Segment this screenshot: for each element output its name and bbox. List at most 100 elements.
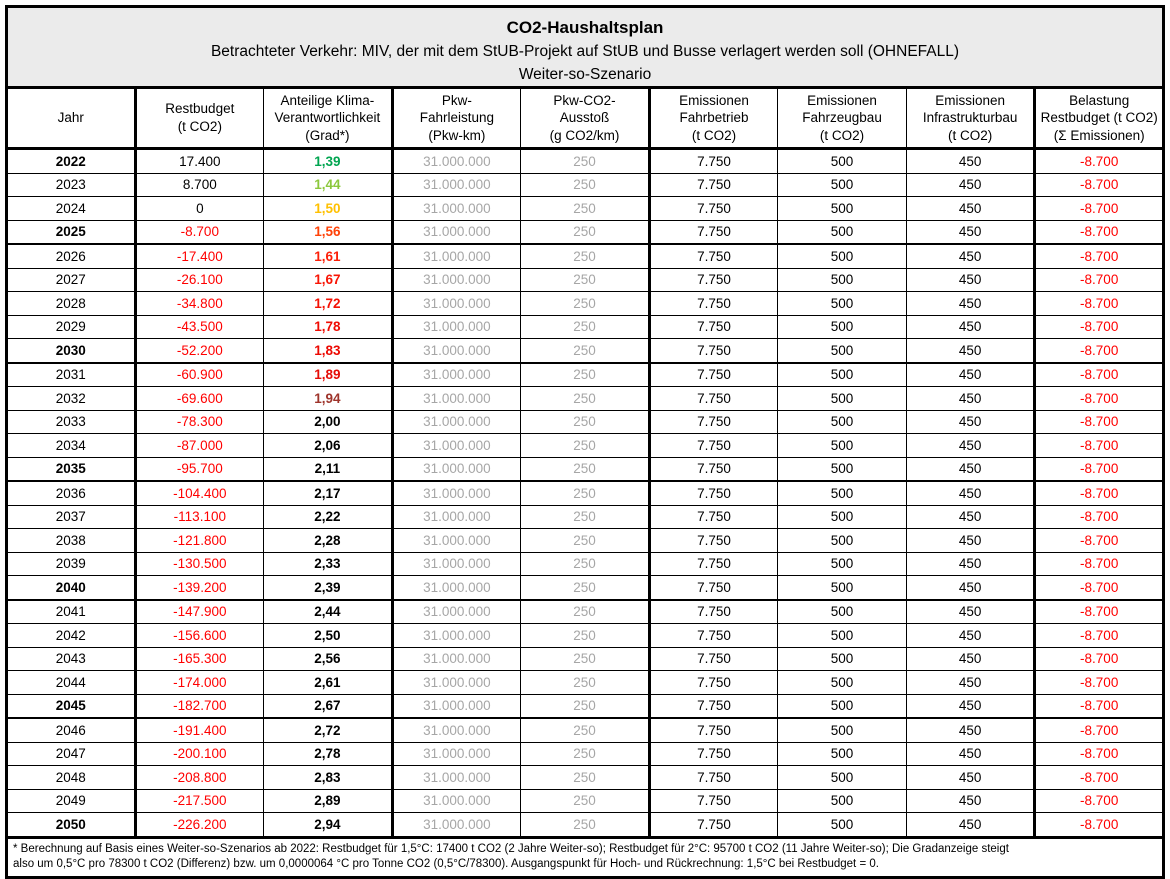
cell-jahr: 2024	[6, 196, 137, 221]
cell-fahrbetrieb: 7.750	[648, 409, 779, 434]
cell-jahr: 2029	[6, 314, 137, 339]
cell-fahrzeugbau: 500	[777, 598, 907, 624]
cell-infrastrukturbau: 450	[905, 267, 1037, 292]
col-header-fahrleistung: Pkw- Fahrleistung (Pkw-km)	[391, 87, 522, 150]
cell-fahrzeugbau: 500	[777, 409, 907, 434]
cell-infrastrukturbau: 450	[905, 765, 1037, 790]
cell-grad: 2,44	[263, 598, 394, 624]
cell-belastung: -8.700	[1034, 693, 1164, 719]
cell-jahr: 2028	[6, 291, 137, 316]
cell-fahrleistung: 31.000.000	[391, 598, 522, 624]
cell-fahrleistung: 31.000.000	[391, 361, 522, 387]
cell-jahr: 2037	[6, 504, 137, 529]
cell-belastung: -8.700	[1034, 598, 1164, 624]
cell-jahr: 2025	[6, 219, 137, 245]
page-title: CO2-Haushaltsplan	[506, 17, 664, 37]
cell-restbudget: -43.500	[134, 314, 265, 339]
cell-belastung: -8.700	[1034, 528, 1164, 553]
cell-fahrleistung: 31.000.000	[391, 338, 522, 363]
cell-restbudget: -8.700	[134, 219, 265, 245]
col-header-restbudget: Restbudget (t CO2)	[134, 87, 265, 150]
cell-belastung: -8.700	[1034, 504, 1164, 529]
cell-ausstoss: 250	[520, 172, 651, 197]
cell-ausstoss: 250	[520, 812, 651, 838]
cell-fahrzeugbau: 500	[777, 788, 907, 813]
cell-grad: 1,50	[263, 196, 394, 221]
cell-ausstoss: 250	[520, 267, 651, 292]
cell-fahrzeugbau: 500	[777, 314, 907, 339]
cell-infrastrukturbau: 450	[905, 575, 1037, 600]
cell-belastung: -8.700	[1034, 670, 1164, 695]
cell-restbudget: -95.700	[134, 456, 265, 482]
cell-fahrleistung: 31.000.000	[391, 314, 522, 339]
cell-fahrbetrieb: 7.750	[648, 575, 779, 600]
cell-fahrleistung: 31.000.000	[391, 219, 522, 245]
cell-fahrleistung: 31.000.000	[391, 267, 522, 292]
cell-jahr: 2032	[6, 386, 137, 411]
cell-infrastrukturbau: 450	[905, 148, 1037, 174]
cell-restbudget: -139.200	[134, 575, 265, 600]
cell-fahrleistung: 31.000.000	[391, 148, 522, 174]
cell-fahrbetrieb: 7.750	[648, 433, 779, 458]
cell-grad: 2,28	[263, 528, 394, 553]
cell-restbudget: -78.300	[134, 409, 265, 434]
cell-fahrbetrieb: 7.750	[648, 528, 779, 553]
cell-fahrzeugbau: 500	[777, 765, 907, 790]
cell-jahr: 2042	[6, 623, 137, 648]
cell-grad: 1,72	[263, 291, 394, 316]
cell-fahrzeugbau: 500	[777, 243, 907, 269]
table-head: CO2-Haushaltsplan Betrachteter Verkehr: …	[6, 6, 1164, 150]
cell-belastung: -8.700	[1034, 291, 1164, 316]
cell-grad: 2,50	[263, 623, 394, 648]
cell-jahr: 2038	[6, 528, 137, 553]
cell-jahr: 2048	[6, 765, 137, 790]
cell-ausstoss: 250	[520, 433, 651, 458]
cell-fahrleistung: 31.000.000	[391, 765, 522, 790]
cell-ausstoss: 250	[520, 196, 651, 221]
table-body: 2022 17.400 1,39 31.000.000 250 7.750 500 450 -8…	[6, 148, 1164, 838]
cell-restbudget: -147.900	[134, 598, 265, 624]
cell-restbudget: 0	[134, 196, 265, 221]
cell-belastung: -8.700	[1034, 267, 1164, 292]
cell-restbudget: -113.100	[134, 504, 265, 529]
cell-fahrzeugbau: 500	[777, 646, 907, 671]
cell-fahrleistung: 31.000.000	[391, 788, 522, 813]
table-row: 2047 -200.100 2,78 31.000.000 250 7.750 500 450…	[6, 741, 1164, 766]
cell-ausstoss: 250	[520, 598, 651, 624]
cell-ausstoss: 250	[520, 409, 651, 434]
cell-infrastrukturbau: 450	[905, 196, 1037, 221]
cell-restbudget: -165.300	[134, 646, 265, 671]
cell-fahrbetrieb: 7.750	[648, 338, 779, 363]
cell-fahrbetrieb: 7.750	[648, 741, 779, 766]
cell-ausstoss: 250	[520, 219, 651, 245]
cell-ausstoss: 250	[520, 386, 651, 411]
cell-grad: 2,06	[263, 433, 394, 458]
cell-restbudget: -60.900	[134, 361, 265, 387]
cell-ausstoss: 250	[520, 456, 651, 482]
cell-fahrbetrieb: 7.750	[648, 148, 779, 174]
cell-belastung: -8.700	[1034, 741, 1164, 766]
cell-restbudget: -26.100	[134, 267, 265, 292]
cell-grad: 1,94	[263, 386, 394, 411]
cell-belastung: -8.700	[1034, 812, 1164, 838]
cell-fahrbetrieb: 7.750	[648, 812, 779, 838]
cell-restbudget: -208.800	[134, 765, 265, 790]
cell-fahrleistung: 31.000.000	[391, 741, 522, 766]
cell-restbudget: -182.700	[134, 693, 265, 719]
table-row: 2031 -60.900 1,89 31.000.000 250 7.750 500 450-…	[6, 361, 1164, 387]
cell-fahrzeugbau: 500	[777, 480, 907, 506]
table-row: 2025 -8.700 1,56 31.000.000 250 7.750 500 450 -8…	[6, 219, 1164, 245]
cell-fahrbetrieb: 7.750	[648, 598, 779, 624]
cell-fahrzeugbau: 500	[777, 623, 907, 648]
cell-infrastrukturbau: 450	[905, 291, 1037, 316]
cell-infrastrukturbau: 450	[905, 598, 1037, 624]
cell-jahr: 2031	[6, 361, 137, 387]
cell-grad: 1,61	[263, 243, 394, 269]
cell-belastung: -8.700	[1034, 551, 1164, 576]
cell-infrastrukturbau: 450	[905, 528, 1037, 553]
cell-fahrleistung: 31.000.000	[391, 409, 522, 434]
col-header-jahr: Jahr	[6, 87, 137, 150]
cell-infrastrukturbau: 450	[905, 172, 1037, 197]
cell-jahr: 2044	[6, 670, 137, 695]
cell-fahrleistung: 31.000.000	[391, 504, 522, 529]
